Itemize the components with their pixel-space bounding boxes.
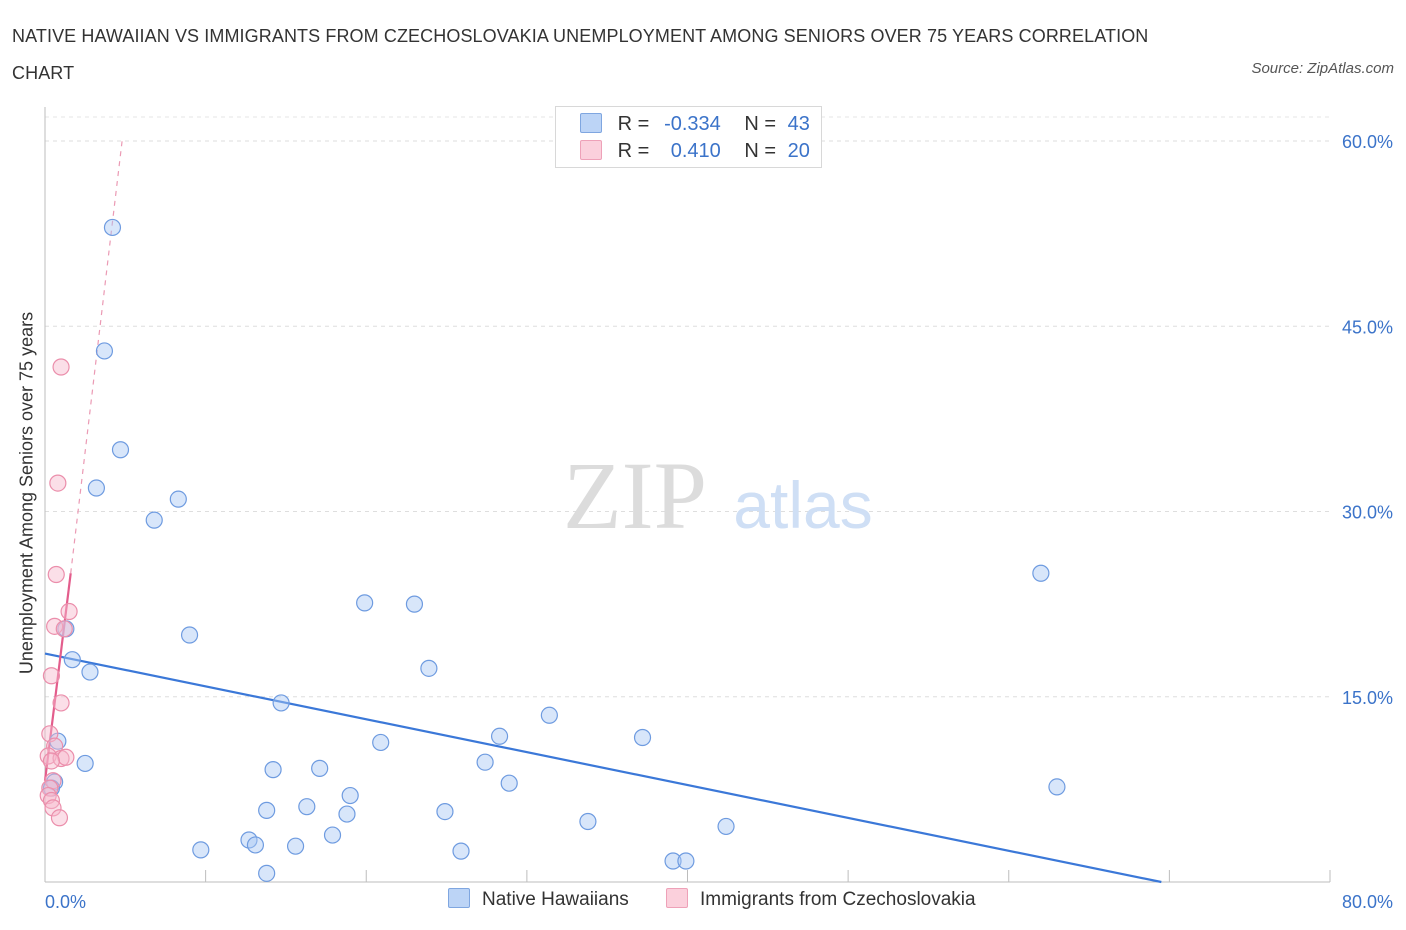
legend-row-native-hawaiians: R = -0.334 N = 43	[580, 113, 810, 137]
point-native-hawaiian	[311, 759, 329, 777]
point-native-hawaiian	[323, 826, 342, 844]
point-czechoslovakia	[42, 752, 61, 770]
point-native-hawaiian	[246, 836, 265, 854]
point-czechoslovakia	[44, 799, 62, 817]
point-native-hawaiian	[286, 837, 305, 855]
r-value: 0.410	[670, 140, 721, 162]
legend-item-native-hawaiians: Native Hawaiians	[448, 888, 629, 911]
point-czechoslovakia	[39, 747, 57, 765]
point-czechoslovakia	[50, 809, 69, 827]
y-tick-label: 60.0%	[1342, 132, 1393, 152]
x-tick-label: 0.0%	[45, 892, 86, 912]
chart-title: NATIVE HAWAIIAN VS IMMIGRANTS FROM CZECH…	[12, 26, 1149, 83]
legend-swatch-blue	[580, 113, 602, 133]
point-native-hawaiian	[452, 842, 470, 860]
y-tick-label: 15.0%	[1342, 688, 1393, 708]
point-czechoslovakia	[52, 358, 70, 376]
trendline-native-hawaiians	[44, 652, 1162, 884]
point-native-hawaiian	[490, 727, 509, 745]
n-value: 20	[787, 140, 810, 162]
data-points	[39, 218, 1066, 882]
point-native-hawaiian	[436, 803, 454, 821]
legend-item-czechoslovakia: Immigrants from Czechoslovakia	[666, 888, 976, 911]
n-label: N =	[744, 113, 777, 135]
r-value: -0.334	[664, 113, 721, 135]
legend-swatch-blue	[448, 888, 470, 908]
point-native-hawaiian	[264, 761, 282, 779]
point-native-hawaiian	[145, 511, 163, 529]
tick-labels: 15.0% 30.0% 45.0% 60.0% 0.0% 80.0%	[45, 132, 1393, 912]
point-czechoslovakia	[47, 565, 65, 584]
point-native-hawaiian	[579, 812, 597, 831]
stats-legend: R = -0.334 N = 43 R = 0.410 N = 20	[555, 106, 822, 168]
point-native-hawaiian	[420, 659, 438, 677]
legend-swatch-pink	[666, 888, 688, 908]
point-native-hawaiian	[338, 805, 356, 823]
point-native-hawaiian	[356, 594, 374, 612]
point-native-hawaiian	[103, 218, 122, 237]
point-native-hawaiian	[476, 753, 494, 771]
trendlines	[43, 140, 1162, 884]
y-axis-label: Unemployment Among Seniors over 75 years	[16, 311, 37, 675]
point-native-hawaiian	[63, 651, 81, 669]
point-czechoslovakia	[52, 694, 70, 712]
point-native-hawaiian	[540, 706, 558, 724]
point-native-hawaiian	[272, 694, 290, 712]
point-native-hawaiian	[717, 817, 735, 836]
axes	[44, 107, 1331, 883]
point-czechoslovakia	[55, 620, 73, 638]
point-native-hawaiian	[76, 754, 94, 773]
legend-label: Immigrants from Czechoslovakia	[700, 889, 976, 910]
point-native-hawaiian	[298, 798, 316, 816]
point-native-hawaiian	[111, 441, 130, 459]
point-native-hawaiian	[1032, 564, 1050, 582]
source-label: Source: ZipAtlas.com	[1251, 60, 1394, 77]
point-native-hawaiian	[258, 801, 276, 819]
trendline-czechoslovakia	[43, 573, 72, 781]
watermark-atlas: atlas	[733, 468, 872, 542]
legend-row-czechoslovakia: R = 0.410 N = 20	[580, 140, 810, 164]
watermark-zip: ZIP	[563, 442, 707, 549]
r-label: R =	[617, 113, 650, 135]
point-native-hawaiian	[258, 864, 276, 882]
point-czechoslovakia	[57, 748, 75, 766]
legend-label: Native Hawaiians	[482, 889, 629, 910]
trendline-czechoslovakia-extension	[70, 140, 123, 574]
x-tick-label: 80.0%	[1342, 892, 1393, 912]
point-native-hawaiian	[405, 595, 424, 613]
legend-swatch-pink	[580, 140, 602, 160]
point-native-hawaiian	[1048, 778, 1066, 796]
point-czechoslovakia	[49, 474, 67, 492]
point-native-hawaiian	[341, 786, 359, 805]
r-label: R =	[617, 140, 650, 162]
point-native-hawaiian	[192, 841, 210, 859]
point-native-hawaiian	[81, 663, 99, 681]
point-native-hawaiian	[180, 626, 199, 644]
n-value: 43	[787, 113, 810, 135]
y-tick-label: 45.0%	[1342, 317, 1393, 337]
point-czechoslovakia	[42, 667, 61, 685]
n-label: N =	[744, 140, 777, 162]
point-native-hawaiian	[677, 852, 695, 870]
grid-lines	[45, 116, 1330, 698]
y-tick-label: 30.0%	[1342, 503, 1393, 523]
point-native-hawaiian	[500, 774, 518, 792]
point-native-hawaiian	[372, 733, 390, 752]
point-native-hawaiian	[95, 342, 114, 360]
point-czechoslovakia	[60, 602, 78, 621]
point-native-hawaiian	[664, 852, 682, 870]
point-native-hawaiian	[633, 728, 652, 747]
point-native-hawaiian	[87, 479, 106, 497]
point-native-hawaiian	[169, 490, 187, 508]
